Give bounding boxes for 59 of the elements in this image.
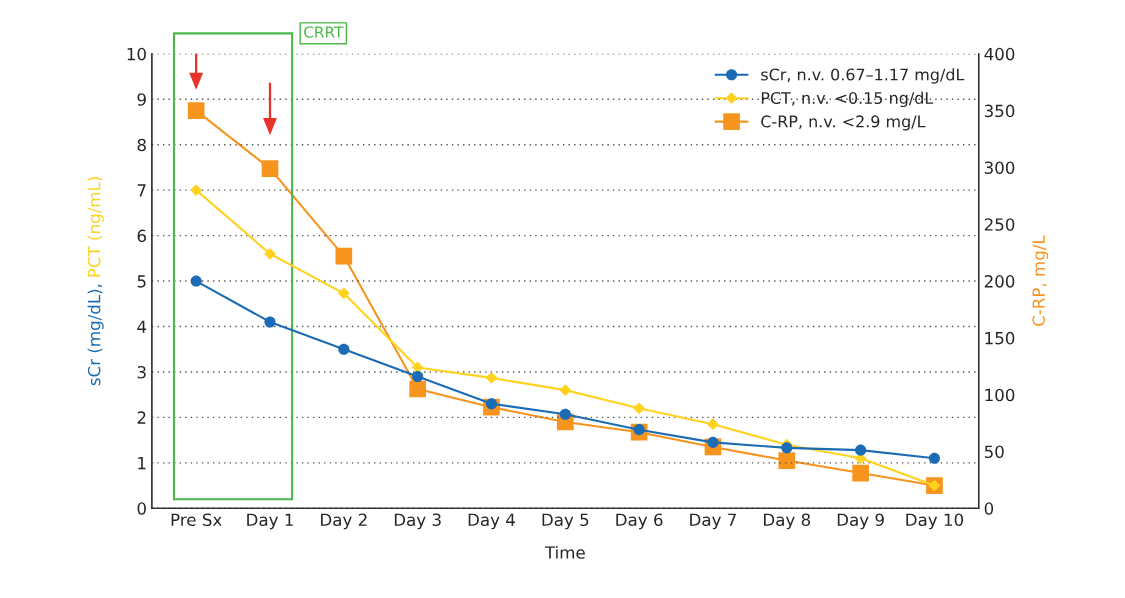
x-tick-label: Day 8 bbox=[764, 513, 811, 530]
point bbox=[190, 275, 202, 287]
x-tick-label: Day 2 bbox=[321, 513, 367, 530]
point bbox=[409, 380, 426, 398]
y-tick-label: 2 bbox=[137, 411, 146, 424]
x-tick-label: Day 6 bbox=[616, 513, 663, 530]
point bbox=[337, 287, 350, 300]
point bbox=[264, 247, 276, 260]
y2-tick-label: 100 bbox=[985, 388, 1015, 402]
point bbox=[633, 402, 646, 415]
x-axis-title: Time bbox=[544, 545, 585, 559]
y-tick-label: 8 bbox=[137, 138, 146, 152]
legend-label: C-RP, n.v. <2.9 mg/L bbox=[761, 115, 926, 131]
y2-tick-label: 250 bbox=[984, 218, 1015, 231]
y-tick-label: 1 bbox=[138, 457, 146, 470]
x-tick-label: Day 4 bbox=[468, 513, 515, 530]
y-tick-label: 6 bbox=[137, 229, 146, 243]
y-tick-label: 10 bbox=[127, 47, 146, 61]
point bbox=[190, 184, 203, 197]
x-tick-label: Day 3 bbox=[394, 513, 441, 530]
x-tick-label: Day 1 bbox=[247, 513, 293, 530]
point bbox=[928, 452, 941, 464]
point bbox=[707, 418, 719, 431]
x-tick-label: Pre Sx bbox=[171, 513, 222, 527]
y2-tick-label: 300 bbox=[984, 161, 1015, 175]
y2-tick-label: 350 bbox=[984, 104, 1015, 118]
y-tick-label: 4 bbox=[137, 320, 147, 333]
point bbox=[778, 452, 796, 469]
text: CRRT bbox=[304, 26, 344, 38]
point bbox=[264, 316, 276, 328]
point bbox=[187, 102, 205, 119]
y-tick-label: 5 bbox=[137, 275, 146, 288]
y-tick-label: 3 bbox=[137, 365, 146, 379]
point bbox=[559, 408, 571, 420]
point bbox=[338, 343, 350, 355]
y2-tick-label: 50 bbox=[984, 445, 1004, 459]
x-tick-label: Day 9 bbox=[837, 513, 884, 530]
legend-label: PCT, n.v. <0.15 ng/dL bbox=[761, 91, 934, 108]
y2-tick-label: 200 bbox=[984, 275, 1015, 288]
x-tick-label: Day 5 bbox=[542, 513, 589, 530]
point bbox=[485, 371, 498, 384]
y2-tick-label: 400 bbox=[984, 47, 1015, 61]
point bbox=[852, 464, 869, 482]
x-tick-label: Day 10 bbox=[906, 513, 964, 530]
y-tick-label: 7 bbox=[137, 184, 146, 197]
y-tick-label: 0 bbox=[137, 502, 146, 515]
point bbox=[261, 160, 279, 177]
point bbox=[559, 384, 572, 397]
legend-label: sCr, n.v. 0.67–1.17 mg/dL bbox=[761, 68, 965, 84]
point bbox=[412, 370, 424, 383]
y-axis-title: sCr (mg/dL), PCT (ng/mL) bbox=[87, 177, 104, 386]
y2-tick-label: 150 bbox=[985, 331, 1015, 345]
point bbox=[781, 442, 793, 454]
y2-tick-label: 0 bbox=[984, 502, 994, 515]
point bbox=[335, 247, 353, 265]
y-tick-label: 9 bbox=[137, 93, 146, 106]
y2-axis-title: C-RP, mg/L bbox=[1032, 235, 1049, 326]
point bbox=[855, 444, 867, 456]
x-tick-label: Day 7 bbox=[690, 513, 736, 530]
